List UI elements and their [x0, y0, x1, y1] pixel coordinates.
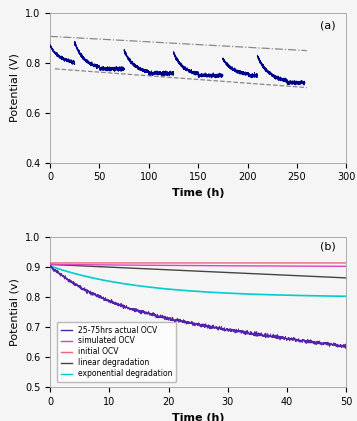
- Y-axis label: Potential (v): Potential (v): [9, 278, 19, 346]
- X-axis label: Time (h): Time (h): [172, 188, 225, 198]
- Text: (b): (b): [320, 242, 335, 252]
- Legend: 25-75hrs actual OCV, simulated OCV, initial OCV, linear degradation, exponential: 25-75hrs actual OCV, simulated OCV, init…: [57, 322, 176, 382]
- Text: (a): (a): [320, 20, 335, 30]
- X-axis label: Time (h): Time (h): [172, 413, 225, 421]
- Y-axis label: Potential (V): Potential (V): [9, 53, 19, 122]
